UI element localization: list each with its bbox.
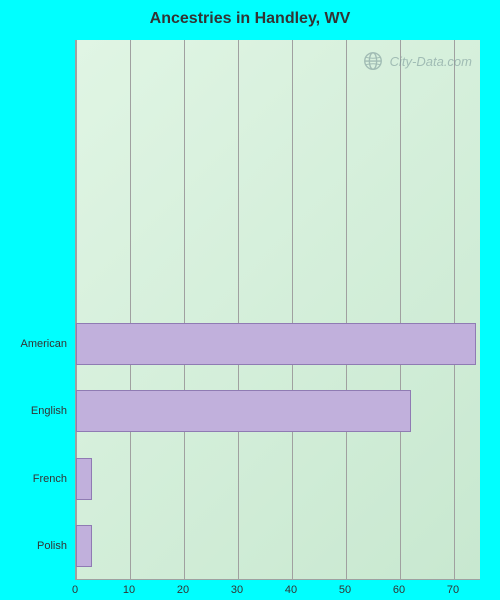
bar — [76, 323, 476, 365]
grid-line — [292, 40, 293, 579]
grid-line — [346, 40, 347, 579]
page-root: Ancestries in Handley, WV American Englis… — [0, 0, 500, 600]
y-tick-label: French — [0, 473, 67, 485]
chart-title: Ancestries in Handley, WV — [0, 10, 500, 28]
grid-line — [130, 40, 131, 579]
x-tick-label: 70 — [447, 584, 459, 596]
bar — [76, 390, 411, 432]
x-tick-label: 10 — [123, 584, 135, 596]
watermark-text: City-Data.com — [390, 54, 472, 69]
grid-line — [454, 40, 455, 579]
x-tick-label: 40 — [285, 584, 297, 596]
grid-line — [238, 40, 239, 579]
grid-line — [400, 40, 401, 579]
x-tick-label: 0 — [72, 584, 78, 596]
y-tick-label: American — [0, 338, 67, 350]
globe-icon — [362, 50, 384, 72]
y-tick-label: English — [0, 405, 67, 417]
x-tick-label: 50 — [339, 584, 351, 596]
watermark: City-Data.com — [362, 50, 472, 72]
x-tick-label: 30 — [231, 584, 243, 596]
bar — [76, 525, 92, 567]
x-tick-label: 60 — [393, 584, 405, 596]
bar — [76, 458, 92, 500]
plot-area — [75, 40, 480, 580]
y-tick-label: Polish — [0, 540, 67, 552]
x-tick-label: 20 — [177, 584, 189, 596]
grid-line — [184, 40, 185, 579]
